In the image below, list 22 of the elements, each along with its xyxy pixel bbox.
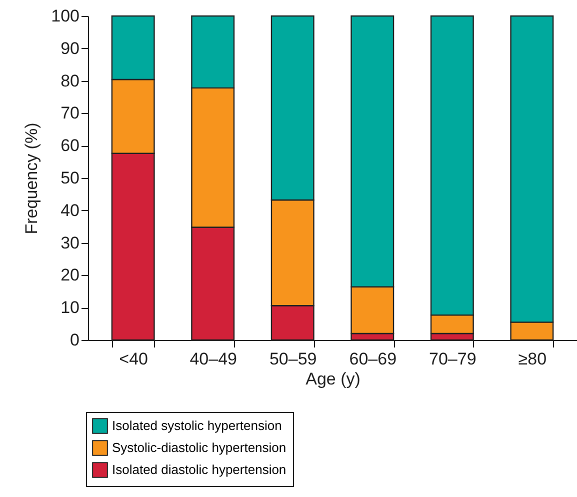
x-tick-label: 60–69 bbox=[349, 350, 397, 368]
y-tick-label: 90 bbox=[60, 38, 80, 58]
y-tick-label: 20 bbox=[60, 266, 80, 285]
x-tick-label: <40 bbox=[119, 350, 148, 368]
y-tick-label: 0 bbox=[70, 330, 80, 350]
y-tick-label: 60 bbox=[60, 136, 80, 156]
y-tick-label: 30 bbox=[60, 233, 80, 252]
legend-label: Isolated diastolic hypertension bbox=[112, 462, 286, 477]
y-tick-label: 40 bbox=[60, 200, 80, 220]
x-tick-label: ≥80 bbox=[518, 350, 547, 368]
legend-label: Systolic-diastolic hypertension bbox=[112, 440, 286, 455]
legend-label: Isolated systolic hypertension bbox=[112, 418, 282, 433]
y-tick-label: 80 bbox=[60, 71, 80, 90]
x-tick-label: 70–79 bbox=[429, 350, 476, 368]
x-tick-label: 50–59 bbox=[269, 350, 317, 368]
y-tick-label: 70 bbox=[60, 104, 80, 123]
y-tick-label: 10 bbox=[60, 298, 80, 318]
y-axis-title: Frequency (%) bbox=[22, 122, 42, 234]
y-tick-label: 100 bbox=[51, 6, 80, 26]
x-axis-title: Age (y) bbox=[306, 370, 360, 388]
x-tick-label: 40–49 bbox=[190, 350, 237, 368]
y-tick-label: 50 bbox=[60, 168, 80, 188]
